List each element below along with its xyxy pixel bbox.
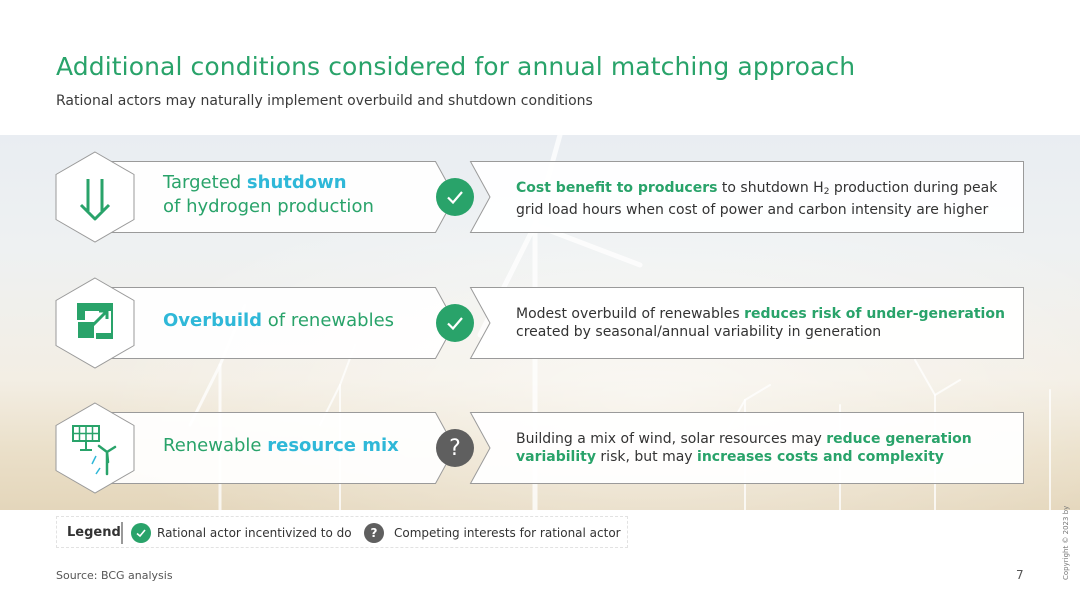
legend-check-label: Rational actor incentivized to do [157, 526, 352, 540]
page-subtitle: Rational actors may naturally implement … [56, 93, 593, 109]
condition-row: Overbuild of renewables Modest overbuild … [0, 277, 1080, 369]
legend-title: Legend [67, 525, 121, 540]
condition-description-box [470, 287, 1024, 359]
condition-label-box [95, 412, 455, 484]
description-highlight: reduce generation variability [516, 431, 972, 465]
description-text: production during peak grid load hours w… [516, 180, 998, 218]
label-accent-text: shutdown [246, 172, 347, 193]
question-icon: ? [436, 429, 474, 467]
description-highlight: Cost benefit to producers [516, 180, 718, 196]
solar-wind-icon [55, 402, 135, 494]
description-text: risk, but may [595, 449, 698, 465]
condition-row: Targeted shutdown of hydrogen production C… [0, 151, 1080, 243]
condition-label: Overbuild of renewables [163, 309, 394, 333]
copyright-note: Copyright © 2023 by [1062, 505, 1070, 580]
source-note: Source: BCG analysis [56, 569, 173, 582]
description-text: Building a mix of wind, solar resources … [516, 431, 827, 447]
description-highlight: increases costs and complexity [697, 449, 944, 465]
condition-description: Modest overbuild of renewables reduces r… [516, 305, 1006, 341]
condition-label: Renewable resource mix [163, 434, 399, 458]
description-text: Modest overbuild of renewables [516, 306, 745, 322]
legend-divider [121, 522, 123, 544]
condition-row: Renewable resource mix? Building a mix of… [0, 402, 1080, 494]
subscript-text: 2 [823, 187, 830, 197]
check-icon [131, 523, 151, 543]
legend-question-label: Competing interests for rational actor [394, 526, 621, 540]
legend: Legend Rational actor incentivized to do… [56, 516, 628, 548]
description-text: to shutdown H [717, 180, 824, 196]
condition-label-box [95, 161, 455, 233]
description-text: created by seasonal/annual variability i… [516, 324, 882, 340]
description-highlight: reduces risk of under-generation [744, 306, 1005, 322]
condition-label: Targeted shutdown of hydrogen production [163, 171, 374, 219]
arrow-down-icon [55, 151, 135, 243]
condition-description: Cost benefit to producers to shutdown H2… [516, 179, 1006, 219]
condition-description-box [470, 412, 1024, 484]
label-text: Renewable [163, 435, 268, 456]
label-accent-text: resource mix [267, 435, 399, 456]
label-text: of renewables [262, 310, 395, 331]
page-title: Additional conditions considered for ann… [56, 52, 856, 81]
check-icon [436, 304, 474, 342]
condition-description: Building a mix of wind, solar resources … [516, 430, 1006, 466]
question-icon: ? [364, 523, 384, 543]
label-accent-text: Overbuild [163, 310, 263, 331]
page-number: 7 [1016, 568, 1024, 582]
check-icon [436, 178, 474, 216]
condition-description-box [470, 161, 1024, 233]
condition-label-box [95, 287, 455, 359]
expand-square-icon [55, 277, 135, 369]
label-text: Targeted [163, 172, 247, 193]
label-text: of hydrogen production [163, 196, 374, 217]
